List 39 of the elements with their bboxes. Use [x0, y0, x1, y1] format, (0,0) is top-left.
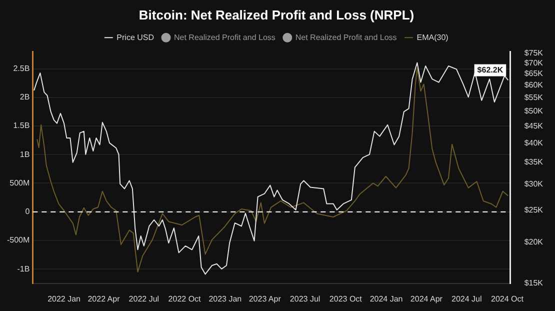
y2-tick-label: $65K: [524, 69, 544, 78]
y2-tick-label: $25K: [524, 206, 544, 215]
legend-label: Net Realized Profit and Loss: [174, 32, 276, 42]
legend-label: EMA(30): [416, 32, 449, 42]
y2-tick-label: $20K: [524, 238, 544, 247]
y2-tick-label: $75K: [524, 48, 544, 58]
x-tick-label: 2024 Oct: [490, 294, 524, 304]
legend-label: Price USD: [116, 32, 154, 42]
y-tick-label: -1B: [17, 264, 30, 274]
y-tick-label: 0: [25, 207, 30, 216]
y-tick-label: 1.5B: [13, 121, 30, 130]
y2-tick-label: $30K: [524, 180, 544, 189]
y-tick-label: 500M: [10, 178, 30, 188]
y-tick-label: -500M: [6, 236, 30, 245]
x-tick-label: 2023 Jul: [290, 294, 320, 304]
x-tick-label: 2023 Oct: [329, 294, 363, 304]
y-tick-label: 1B: [20, 150, 30, 159]
legend-label: Net Realized Profit and Loss: [295, 32, 397, 42]
y2-tick-label: $70K: [524, 58, 544, 68]
y2-tick-label: $55K: [524, 93, 544, 102]
y2-tick-label: $45K: [524, 122, 544, 131]
y2-tick-label: $35K: [524, 158, 544, 167]
x-tick-label: 2022 Apr: [88, 294, 120, 304]
y2-tick-label: $15K: [524, 278, 544, 288]
y2-tick-label: $40K: [524, 138, 544, 148]
y2-tick-label: $50K: [524, 106, 544, 116]
x-tick-label: 2023 Apr: [248, 294, 282, 304]
y-tick-label: 2.5B: [13, 64, 30, 73]
x-tick-label: 2024 Jan: [370, 294, 403, 304]
x-tick-label: 2022 Oct: [168, 294, 202, 304]
x-tick-label: 2022 Jul: [128, 294, 160, 304]
data-label: $62.2K: [477, 65, 504, 74]
x-tick-label: 2022 Jan: [48, 294, 80, 304]
x-tick-label: 2024 Apr: [410, 294, 443, 304]
x-tick-label: 2023 Jan: [208, 294, 242, 304]
x-tick-label: 2024 Jul: [451, 294, 482, 304]
y-tick-label: 2B: [20, 92, 30, 102]
y2-tick-label: $60K: [524, 80, 544, 90]
chart-title: Bitcoin: Net Realized Profit and Loss (NRPL): [138, 7, 414, 22]
